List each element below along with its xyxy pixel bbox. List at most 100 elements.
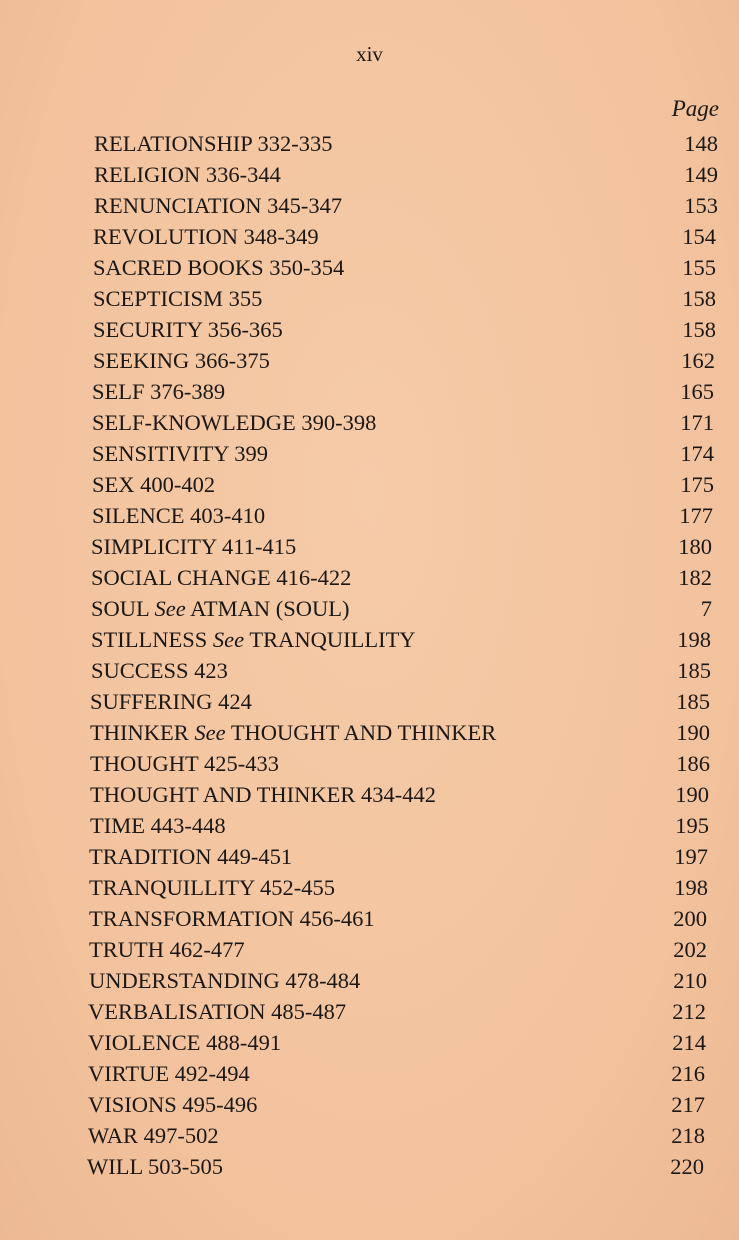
contents-entry: TRANQUILLITY 452-455 198 bbox=[89, 872, 713, 903]
contents-entry: THOUGHT 425-433 186 bbox=[90, 748, 714, 779]
entry-page: 202 bbox=[673, 937, 707, 962]
entry-title: RELIGION 336-344 bbox=[94, 162, 281, 187]
entry-page: 7 bbox=[700, 596, 712, 621]
entry-title: SOCIAL CHANGE 416-422 bbox=[91, 565, 352, 590]
entry-title: SELF-KNOWLEDGE 390-398 bbox=[92, 410, 377, 435]
entry-title: REVOLUTION 348-349 bbox=[93, 224, 319, 249]
contents-entry: THINKER See THOUGHT AND THINKER 190 bbox=[90, 717, 714, 748]
see-target: TRANQUILLITY bbox=[249, 627, 416, 652]
contents-entry: VISIONS 495-496 217 bbox=[88, 1089, 712, 1120]
page-column-header: Page bbox=[671, 96, 719, 121]
entry-title: STILLNESS bbox=[91, 627, 208, 652]
entry-page: 148 bbox=[684, 131, 718, 156]
entry-page: 158 bbox=[682, 286, 716, 311]
entry-title: TIME 443-448 bbox=[90, 813, 226, 838]
contents-entry: SUFFERING 424 185 bbox=[90, 686, 714, 717]
contents-entry: SELF-KNOWLEDGE 390-398 171 bbox=[92, 407, 716, 438]
contents-entry: SCEPTICISM 355 158 bbox=[93, 283, 717, 314]
entry-page: 182 bbox=[678, 565, 712, 590]
entry-title: VERBALISATION 485-487 bbox=[88, 999, 347, 1024]
entry-page: 190 bbox=[676, 720, 710, 745]
entry-page: 175 bbox=[680, 472, 714, 497]
contents-entry: WILL 503-505 220 bbox=[87, 1151, 711, 1182]
entry-title: THOUGHT 425-433 bbox=[90, 751, 279, 776]
see-reference: See bbox=[194, 720, 226, 745]
entry-page: 155 bbox=[682, 255, 716, 280]
entry-page: 185 bbox=[676, 689, 710, 714]
contents-entry: RELATIONSHIP 332-335 148 bbox=[94, 128, 718, 159]
contents-entry: THOUGHT AND THINKER 434-442 190 bbox=[90, 779, 714, 810]
entry-page: 174 bbox=[680, 441, 714, 466]
entry-page: 198 bbox=[677, 627, 711, 652]
entry-page: 185 bbox=[677, 658, 711, 683]
entry-title: TRADITION 449-451 bbox=[89, 844, 293, 869]
entry-page: 158 bbox=[682, 317, 716, 342]
contents-list: RELATIONSHIP 332-335 148 RELIGION 336-344 1… bbox=[87, 128, 718, 1182]
entry-title: SIMPLICITY 411-415 bbox=[91, 534, 297, 559]
entry-title: TRANQUILLITY 452-455 bbox=[89, 875, 335, 900]
entry-title: THINKER bbox=[90, 720, 189, 745]
entry-title: UNDERSTANDING 478-484 bbox=[89, 968, 361, 993]
entry-page: 180 bbox=[678, 534, 712, 559]
entry-title: SCEPTICISM 355 bbox=[93, 286, 263, 311]
entry-page: 195 bbox=[675, 813, 709, 838]
contents-entry: SELF 376-389 165 bbox=[92, 376, 716, 407]
entry-title: SECURITY 356-365 bbox=[93, 317, 283, 342]
contents-entry: VIRTUE 492-494 216 bbox=[88, 1058, 712, 1089]
entry-title: SACRED BOOKS 350-354 bbox=[93, 255, 345, 280]
entry-title: SUFFERING 424 bbox=[90, 689, 252, 714]
entry-page: 154 bbox=[682, 224, 716, 249]
entry-page: 210 bbox=[673, 968, 707, 993]
entry-title: VISIONS 495-496 bbox=[88, 1092, 258, 1117]
entry-page: 162 bbox=[681, 348, 715, 373]
contents-entry: RENUNCIATION 345-347 153 bbox=[94, 190, 718, 221]
see-target: THOUGHT AND THINKER bbox=[230, 720, 497, 745]
see-target: ATMAN (SOUL) bbox=[190, 596, 350, 621]
contents-entry: UNDERSTANDING 478-484 210 bbox=[89, 965, 713, 996]
contents-entry: SENSITIVITY 399 174 bbox=[92, 438, 716, 469]
contents-entry: VIOLENCE 488-491 214 bbox=[88, 1027, 712, 1058]
entry-title: SELF 376-389 bbox=[92, 379, 226, 404]
entry-title: THOUGHT AND THINKER 434-442 bbox=[90, 782, 437, 807]
entry-page: 165 bbox=[680, 379, 714, 404]
contents-entry: SACRED BOOKS 350-354 155 bbox=[93, 252, 717, 283]
entry-title: WAR 497-502 bbox=[88, 1123, 219, 1148]
entry-page: 149 bbox=[684, 162, 718, 187]
contents-entry: TIME 443-448 195 bbox=[90, 810, 714, 841]
entry-page: 153 bbox=[684, 193, 718, 218]
entry-page: 177 bbox=[679, 503, 713, 528]
entry-title: WILL 503-505 bbox=[87, 1154, 223, 1179]
contents-entry: TRANSFORMATION 456-461 200 bbox=[89, 903, 713, 934]
contents-entry: SILENCE 403-410 177 bbox=[92, 500, 716, 531]
entry-title: TRUTH 462-477 bbox=[89, 937, 245, 962]
contents-entry: REVOLUTION 348-349 154 bbox=[93, 221, 717, 252]
entry-page: 197 bbox=[674, 844, 708, 869]
entry-title: SEEKING 366-375 bbox=[93, 348, 270, 373]
entry-title: VIRTUE 492-494 bbox=[88, 1061, 250, 1086]
entry-page: 217 bbox=[671, 1092, 705, 1117]
contents-entry: WAR 497-502 218 bbox=[88, 1120, 712, 1151]
contents-entry: SOCIAL CHANGE 416-422 182 bbox=[91, 562, 715, 593]
contents-entry: SOUL See ATMAN (SOUL) 7 bbox=[91, 593, 715, 624]
page-number: xiv bbox=[356, 42, 383, 66]
entry-title: SENSITIVITY 399 bbox=[92, 441, 269, 466]
entry-page: 216 bbox=[671, 1061, 705, 1086]
entry-page: 171 bbox=[680, 410, 714, 435]
entry-page: 186 bbox=[676, 751, 710, 776]
entry-title: TRANSFORMATION 456-461 bbox=[89, 906, 375, 931]
entry-title: SEX 400-402 bbox=[92, 472, 216, 497]
contents-entry: SEEKING 366-375 162 bbox=[93, 345, 717, 376]
entry-page: 220 bbox=[670, 1154, 704, 1179]
contents-entry: SUCCESS 423 185 bbox=[91, 655, 715, 686]
entry-title: SUCCESS 423 bbox=[91, 658, 228, 683]
contents-entry: SECURITY 356-365 158 bbox=[93, 314, 717, 345]
contents-entry: SEX 400-402 175 bbox=[92, 469, 716, 500]
entry-title: RELATIONSHIP 332-335 bbox=[94, 131, 333, 156]
entry-title: RENUNCIATION 345-347 bbox=[94, 193, 343, 218]
entry-page: 190 bbox=[675, 782, 709, 807]
entry-page: 218 bbox=[671, 1123, 705, 1148]
entry-page: 212 bbox=[672, 999, 706, 1024]
contents-entry: STILLNESS See TRANQUILLITY 198 bbox=[91, 624, 715, 655]
contents-entry: TRADITION 449-451 197 bbox=[89, 841, 713, 872]
